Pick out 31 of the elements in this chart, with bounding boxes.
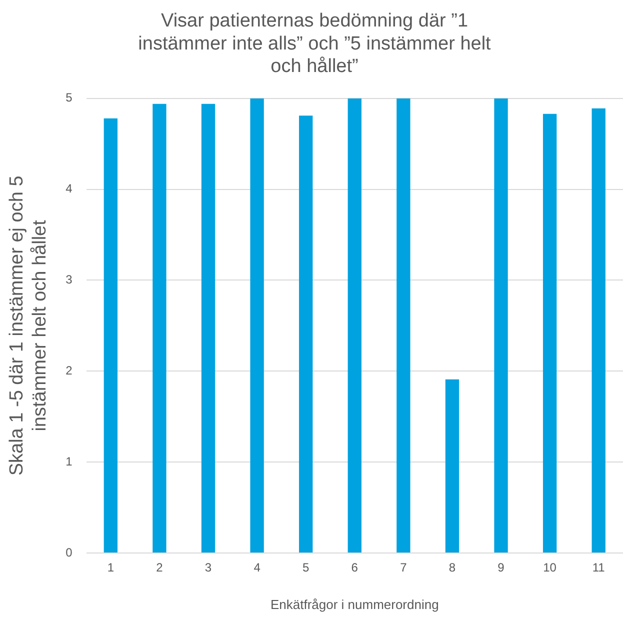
bar (152, 104, 166, 552)
y-tick-label: 0 (66, 545, 73, 560)
x-tick-label: 4 (254, 560, 261, 575)
x-axis-title: Enkätfrågor i nummerordning (270, 596, 439, 612)
y-tick-label: 1 (66, 454, 73, 468)
x-tick-label: 9 (498, 560, 505, 575)
x-tick-label: 1 (107, 560, 114, 575)
chart-title: Visar patienternas bedömning där ”1 instämmer inte alls” och ”5 instämmer helt och hållet” (138, 10, 492, 78)
bar (542, 114, 557, 552)
x-tick-label: 10 (543, 560, 557, 575)
x-tick-label: 5 (302, 560, 310, 575)
x-tick-label: 11 (592, 560, 606, 575)
bar (348, 98, 362, 552)
x-tick-label: 2 (156, 560, 164, 575)
x-tick-label: 6 (351, 560, 358, 575)
bar (250, 98, 264, 552)
bar (592, 108, 606, 552)
y-tick-label: 4 (66, 182, 73, 196)
bar (201, 104, 216, 552)
bar (104, 118, 118, 552)
x-tick-label: 3 (204, 560, 212, 575)
bar (445, 379, 460, 552)
y-tick-label: 5 (66, 90, 73, 105)
y-tick-label: 3 (66, 272, 73, 287)
x-tick-label: 8 (448, 560, 456, 575)
bar (494, 98, 508, 552)
y-tick-label: 2 (66, 363, 73, 378)
bar (299, 116, 313, 552)
y-axis-title: Skala 1 -5 där 1 instämmer ej och 5 instämmer helt och hållet (6, 176, 50, 476)
x-tick-label: 7 (400, 560, 408, 575)
bar (396, 98, 410, 552)
